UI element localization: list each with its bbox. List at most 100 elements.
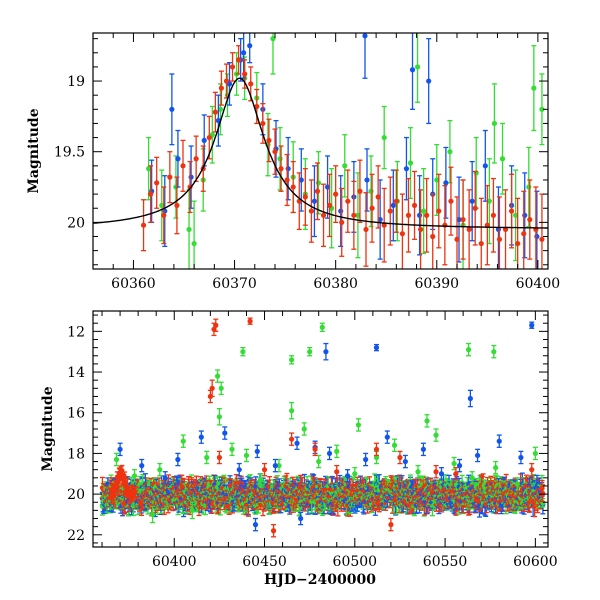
bottom-panel-data — [99, 317, 546, 538]
data-point — [270, 33, 276, 75]
x-tick-label: 60390 — [415, 276, 460, 292]
data-point — [448, 166, 454, 236]
data-point — [242, 59, 248, 89]
data-point — [424, 177, 430, 253]
data-point — [198, 430, 204, 444]
x-tick-label: 60500 — [333, 554, 378, 570]
data-point — [167, 151, 173, 204]
y-tick-label: 20 — [67, 215, 85, 231]
data-point — [521, 190, 527, 269]
y-tick-label: 19 — [67, 74, 85, 90]
data-point — [323, 342, 329, 361]
data-point — [139, 458, 145, 473]
data-point — [491, 344, 497, 359]
data-point — [294, 436, 300, 450]
data-point — [201, 114, 207, 167]
data-point — [484, 184, 490, 266]
data-point — [493, 460, 499, 475]
data-point — [214, 369, 221, 383]
x-tick-label: 60400 — [152, 554, 197, 570]
data-point — [527, 179, 533, 260]
data-point — [402, 454, 408, 469]
data-point — [411, 170, 418, 240]
data-point — [467, 389, 473, 408]
data-point — [388, 517, 394, 532]
top-panel-ylabel: Magnitude — [26, 108, 42, 193]
data-point — [289, 401, 295, 420]
y-tick-label: 19.5 — [54, 145, 85, 161]
data-point — [206, 115, 212, 160]
data-point — [509, 173, 515, 249]
data-point — [430, 193, 436, 269]
data-point — [204, 450, 210, 465]
y-tick-label: 16 — [67, 406, 85, 422]
data-point — [436, 173, 442, 249]
data-point — [355, 172, 361, 259]
data-point — [539, 193, 545, 269]
data-point — [491, 83, 498, 164]
data-point — [217, 83, 223, 136]
data-point — [316, 454, 322, 469]
data-point — [368, 155, 374, 228]
top-panel-data — [93, 33, 548, 269]
top-panel: 60360 60370 60380 60390 60400 19 19.5 20 Magnit… — [26, 32, 560, 292]
data-point — [174, 176, 180, 235]
data-point — [375, 165, 381, 229]
data-point — [252, 517, 259, 532]
data-point — [284, 153, 290, 207]
x-tick-label: 60370 — [212, 276, 257, 292]
data-point — [420, 442, 427, 457]
data-point — [460, 179, 466, 260]
data-point — [377, 179, 383, 260]
data-point — [357, 159, 363, 224]
data-point — [496, 434, 502, 448]
data-point — [513, 169, 519, 262]
data-point — [193, 135, 199, 183]
data-point — [266, 118, 272, 163]
data-point — [216, 408, 222, 426]
x-tick-label: 60360 — [111, 276, 156, 292]
data-point — [315, 151, 322, 215]
data-point — [397, 450, 403, 465]
data-point — [409, 33, 416, 110]
data-point — [260, 103, 266, 144]
data-point — [187, 160, 193, 214]
data-point — [277, 127, 283, 191]
data-point — [391, 438, 398, 453]
data-point — [296, 172, 302, 231]
bottom-panel-ylabel: Magnitude — [40, 386, 56, 471]
bottom-panel-ticks: 60400 60450 60500 60550 60600 12 14 16 18 20 22 — [67, 311, 558, 570]
data-point — [466, 189, 472, 269]
data-point — [311, 165, 318, 238]
data-point — [473, 136, 479, 209]
data-point — [363, 192, 369, 267]
data-point — [499, 122, 506, 195]
data-point — [290, 160, 296, 214]
data-point — [456, 458, 463, 473]
data-point — [236, 45, 242, 75]
data-point — [278, 145, 284, 192]
data-point — [212, 91, 218, 133]
data-point — [254, 88, 260, 125]
data-point — [241, 33, 247, 79]
data-point — [161, 186, 167, 245]
data-point — [223, 63, 230, 99]
data-point — [421, 168, 427, 255]
data-point — [539, 73, 545, 146]
data-point — [345, 169, 351, 233]
data-point — [254, 444, 260, 459]
data-point — [532, 446, 538, 461]
data-point — [327, 173, 333, 238]
data-point — [369, 173, 375, 243]
fit-curve — [93, 77, 548, 229]
bottom-panel: 60400 60450 60500 60550 60600 12 14 16 18 20 22 Ma… — [40, 310, 558, 588]
data-point — [247, 33, 253, 64]
y-tick-label: 20 — [67, 487, 85, 503]
data-point — [390, 169, 396, 242]
data-point — [289, 355, 295, 365]
bottom-panel-xlabel: HJD−2400000 — [264, 572, 376, 588]
data-point — [324, 155, 331, 219]
data-point — [518, 450, 524, 465]
data-point — [272, 128, 278, 175]
